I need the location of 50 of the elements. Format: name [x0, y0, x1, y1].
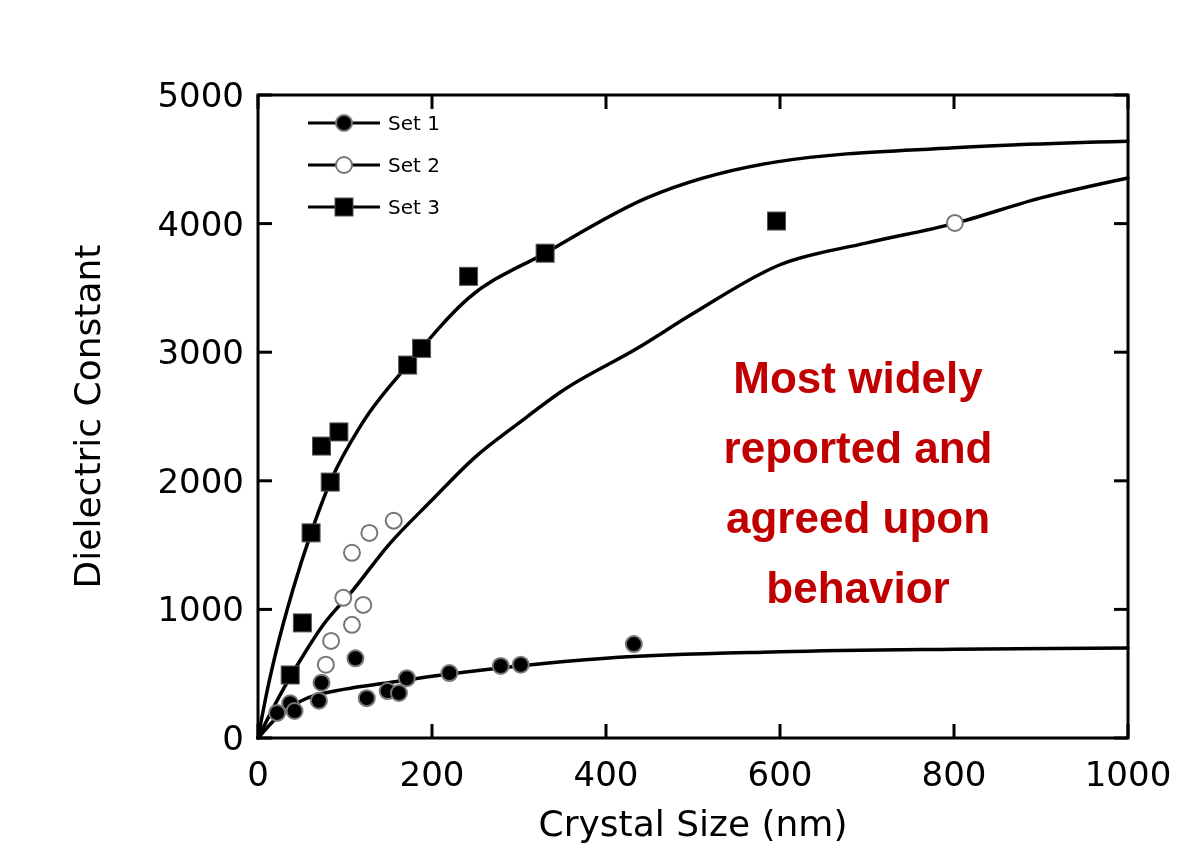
y-tick-label: 1000: [157, 589, 244, 630]
point: [440, 664, 459, 683]
point: [280, 665, 300, 685]
point: [285, 701, 304, 720]
x-tick-label: 600: [747, 754, 813, 794]
legend-label: Set 2: [388, 153, 440, 177]
point: [945, 213, 964, 232]
point: [312, 673, 331, 692]
y-tick-label: 0: [222, 718, 244, 758]
y-tick-label: 5000: [157, 75, 244, 115]
x-tick-label: 800: [921, 754, 987, 794]
point: [767, 211, 787, 231]
point: [268, 703, 287, 722]
point: [334, 588, 353, 607]
y-axis-title: Dielectric Constant: [67, 244, 108, 589]
point: [316, 655, 335, 674]
point: [346, 649, 365, 668]
point: [322, 631, 341, 650]
point: [397, 669, 416, 688]
y-tick-label: 3000: [157, 332, 244, 373]
x-axis-title: Crystal Size (nm): [538, 803, 848, 844]
y-tick-label: 2000: [157, 460, 244, 501]
point: [320, 472, 340, 492]
point: [357, 689, 376, 708]
legend-label: Set 1: [388, 111, 440, 135]
point: [384, 511, 403, 530]
point: [535, 243, 555, 263]
point: [511, 655, 530, 674]
y-tick-label: 4000: [157, 203, 244, 244]
point: [309, 691, 328, 710]
x-tick-label: 1000: [1084, 754, 1172, 794]
point: [354, 595, 373, 614]
point: [360, 523, 379, 542]
point: [398, 355, 418, 375]
point: [329, 422, 349, 442]
point: [412, 338, 432, 358]
point: [301, 523, 321, 543]
point: [342, 615, 361, 634]
point: [342, 543, 361, 562]
annotation: Most widely reported and agreed upon behavior: [723, 353, 993, 612]
point: [312, 436, 332, 456]
point: [389, 683, 408, 702]
x-tick-label: 0: [247, 754, 269, 794]
point: [292, 613, 312, 633]
x-tick-label: 200: [399, 754, 465, 794]
point: [624, 635, 643, 654]
x-tick-label: 400: [573, 754, 639, 794]
legend-label: Set 3: [388, 195, 440, 219]
point: [459, 266, 479, 286]
point: [491, 656, 510, 675]
